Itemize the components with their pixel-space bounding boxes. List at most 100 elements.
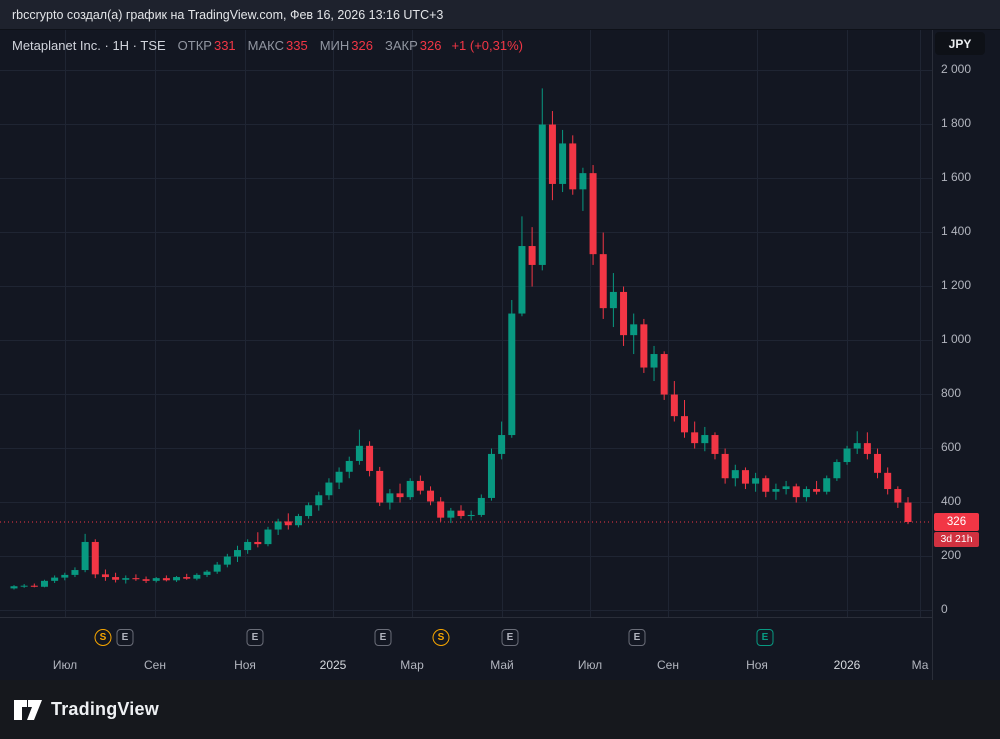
candle-body xyxy=(294,516,302,526)
candle-body xyxy=(701,435,709,444)
candle-body xyxy=(813,489,821,492)
chart-pane[interactable]: Metaplanet Inc. · 1H · TSE ОТКР 331 МАКС 3… xyxy=(0,30,932,617)
candle-body xyxy=(437,501,445,518)
candle-body xyxy=(853,443,861,449)
candle-body xyxy=(132,578,140,580)
candle-body xyxy=(61,574,69,578)
candle-body xyxy=(376,470,384,503)
tradingview-logo-icon xyxy=(14,699,42,720)
candle-body xyxy=(609,291,617,309)
candle-body xyxy=(254,541,262,545)
candle-body xyxy=(315,495,323,506)
split-marker-badge[interactable]: S xyxy=(432,629,450,646)
candle-body xyxy=(162,578,170,581)
ohlc-high: МАКС 335 xyxy=(248,38,308,53)
candle-body xyxy=(660,354,668,395)
candle-body xyxy=(305,505,313,517)
price-tick-label: 1 200 xyxy=(941,278,972,292)
candle-body xyxy=(30,585,38,587)
candle-body xyxy=(802,489,810,498)
symbol-title[interactable]: Metaplanet Inc. · 1H · TSE xyxy=(12,38,166,53)
candle-body xyxy=(823,478,831,492)
candle-body xyxy=(406,480,414,498)
candle-body xyxy=(203,571,211,575)
candle-body xyxy=(548,124,556,184)
candle-body xyxy=(792,486,800,498)
split-marker-badge[interactable]: S xyxy=(94,629,112,646)
candle-body xyxy=(894,489,902,503)
candle-body xyxy=(213,564,221,572)
candle-body xyxy=(650,354,658,368)
candle-body xyxy=(274,521,282,530)
candle-body xyxy=(447,510,455,518)
candle-body xyxy=(284,521,292,526)
tradingview-logo[interactable]: TradingView xyxy=(14,698,159,722)
candle-body xyxy=(345,460,353,472)
candle-body xyxy=(538,124,546,265)
high-label: МАКС xyxy=(247,38,284,53)
candle-body xyxy=(416,480,424,491)
candle-body xyxy=(731,470,739,479)
price-tick-label: 200 xyxy=(941,548,962,562)
currency-badge[interactable]: JPY xyxy=(935,32,985,55)
earnings-marker-badge[interactable]: E xyxy=(246,629,264,646)
candle-body xyxy=(691,432,699,444)
candle-body xyxy=(467,514,475,517)
candle-body xyxy=(173,577,181,581)
candle-body xyxy=(335,471,343,483)
price-axis[interactable]: JPY 2 000 1 800 1 600 1 400 1 200 1 000 800 600… xyxy=(932,30,1000,680)
candle-body xyxy=(51,577,59,581)
chart-legend: Metaplanet Inc. · 1H · TSE ОТКР 331 МАКС 3… xyxy=(12,38,523,53)
price-tick-label: 1 800 xyxy=(941,116,972,130)
candlestick-chart[interactable] xyxy=(0,30,932,617)
candle-body xyxy=(10,586,18,589)
price-tick-label: 1 000 xyxy=(941,332,972,346)
candle-body xyxy=(599,254,607,309)
candle-body xyxy=(589,173,597,255)
time-axis-label: Ноя xyxy=(746,658,768,672)
candle-body xyxy=(874,453,882,473)
time-axis-label: 2026 xyxy=(833,658,861,672)
price-tick-label: 1 600 xyxy=(941,170,972,184)
candle-body xyxy=(193,574,201,579)
earnings-marker-badge[interactable]: E xyxy=(756,629,774,646)
open-value: 331 xyxy=(213,38,236,53)
earnings-marker-badge[interactable]: E xyxy=(501,629,519,646)
candle-body xyxy=(234,550,241,557)
ohlc-low: МИН 326 xyxy=(320,38,373,53)
open-label: ОТКР xyxy=(177,38,212,53)
candle-body xyxy=(630,324,638,336)
candle-body xyxy=(762,478,770,492)
time-axis-label: Май xyxy=(490,658,514,672)
candle-body xyxy=(620,291,628,336)
candle-body xyxy=(508,313,516,436)
candle-body xyxy=(579,173,587,190)
attribution-text: rbccrypto создал(а) график на TradingVie… xyxy=(12,7,444,22)
candle-body xyxy=(81,541,89,571)
price-tick-label: 1 400 xyxy=(941,224,972,238)
candle-body xyxy=(559,143,567,184)
bar-countdown-badge: 3d 21h xyxy=(934,531,979,547)
low-label: МИН xyxy=(319,38,350,53)
footer-bar: TradingView xyxy=(0,680,1000,739)
candle-body xyxy=(71,570,79,575)
candle-body xyxy=(183,577,191,579)
time-axis-label: 2025 xyxy=(319,658,347,672)
time-axis-label: Ноя xyxy=(234,658,256,672)
price-tick-label: 0 xyxy=(941,602,948,616)
price-tick-label: 600 xyxy=(941,440,962,454)
tradingview-brand-text: TradingView xyxy=(51,699,159,719)
candle-body xyxy=(904,502,912,522)
earnings-marker-badge[interactable]: E xyxy=(374,629,392,646)
candle-body xyxy=(477,497,485,515)
high-value: 335 xyxy=(286,38,308,53)
candle-body xyxy=(681,416,688,433)
price-tick-label: 400 xyxy=(941,494,962,508)
earnings-marker-badge[interactable]: E xyxy=(628,629,646,646)
change-value: +1 (+0,31%) xyxy=(451,38,523,53)
candle-body xyxy=(264,529,272,545)
low-value: 326 xyxy=(351,38,373,53)
candle-body xyxy=(122,578,130,580)
earnings-marker-badge[interactable]: E xyxy=(116,629,134,646)
